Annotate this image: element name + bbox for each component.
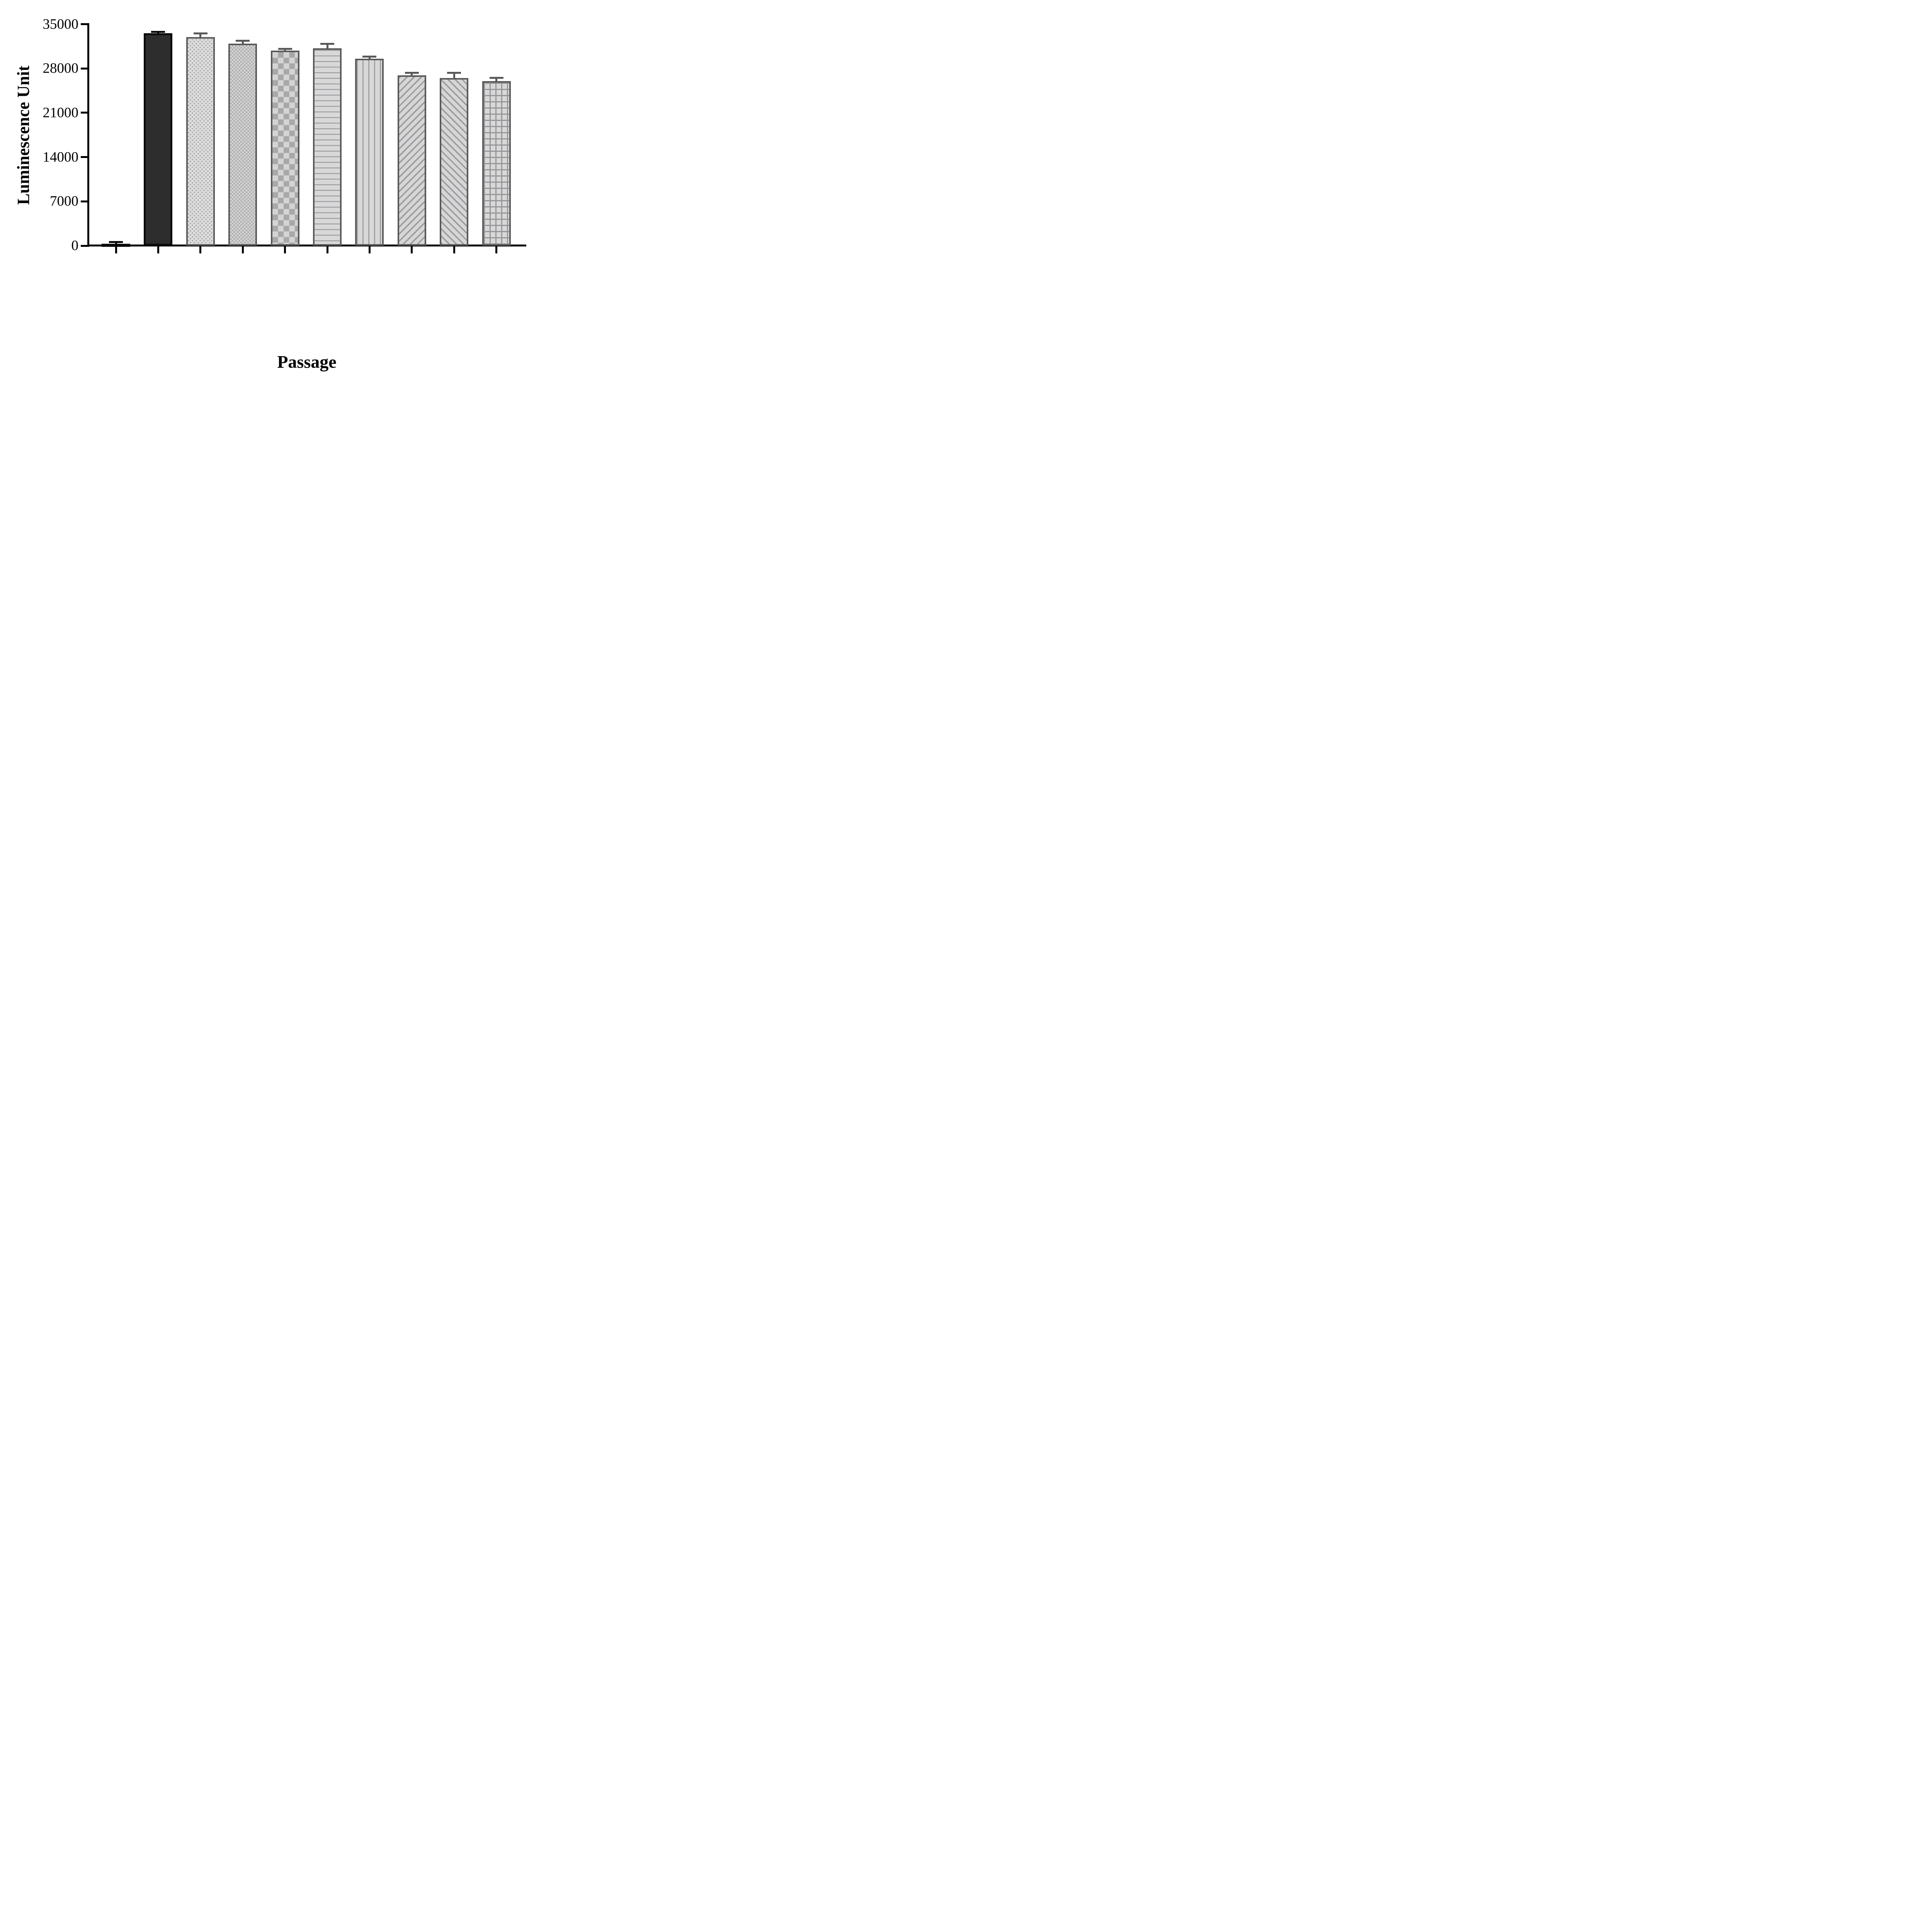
error-bar-stem bbox=[495, 79, 498, 82]
x-axis-tick bbox=[157, 246, 159, 253]
error-bar-stem bbox=[326, 44, 328, 49]
bar bbox=[482, 81, 511, 246]
y-axis-title: Luminescence Unit bbox=[14, 65, 33, 205]
bar bbox=[397, 75, 426, 246]
error-bar-stem bbox=[368, 58, 371, 59]
bar bbox=[186, 37, 215, 246]
error-bar-stem bbox=[453, 74, 455, 79]
y-axis-tick-label: 35000 bbox=[43, 16, 79, 32]
error-bar-cap bbox=[109, 241, 123, 243]
y-axis-tick bbox=[81, 156, 87, 158]
error-bar-cap bbox=[236, 40, 250, 42]
error-bar-cap bbox=[489, 77, 503, 79]
bar bbox=[228, 44, 257, 246]
error-bar-cap bbox=[447, 72, 461, 74]
y-axis-tick bbox=[81, 245, 87, 247]
error-bar-cap bbox=[278, 48, 292, 50]
x-axis-tick bbox=[242, 246, 244, 253]
x-axis-tick bbox=[453, 246, 455, 253]
x-axis-tick bbox=[115, 246, 117, 253]
error-bar-cap bbox=[362, 56, 377, 58]
bar bbox=[144, 33, 173, 246]
bar bbox=[102, 244, 130, 247]
y-axis-tick-label: 21000 bbox=[43, 105, 79, 121]
y-axis-tick-label: 28000 bbox=[43, 60, 79, 76]
error-bar-cap bbox=[320, 42, 334, 45]
y-axis-tick-label: 0 bbox=[71, 238, 79, 254]
x-axis-title: Passage bbox=[277, 352, 337, 372]
x-axis-tick bbox=[326, 246, 328, 253]
error-bar-stem bbox=[411, 74, 413, 76]
y-axis-tick-label: 14000 bbox=[43, 149, 79, 165]
x-axis-tick bbox=[411, 246, 413, 253]
error-bar-stem bbox=[199, 34, 202, 38]
x-axis-tick bbox=[368, 246, 371, 253]
y-axis-tick bbox=[81, 200, 87, 202]
bar bbox=[355, 58, 384, 246]
x-axis-tick bbox=[284, 246, 286, 253]
bar bbox=[313, 48, 342, 246]
error-bar-cap bbox=[405, 72, 419, 74]
bar bbox=[270, 50, 299, 246]
x-axis-tick bbox=[199, 246, 202, 253]
bar bbox=[440, 78, 469, 246]
y-axis-tick bbox=[81, 67, 87, 70]
error-bar-cap bbox=[151, 31, 165, 33]
x-axis-tick bbox=[495, 246, 498, 253]
y-axis-tick-label: 7000 bbox=[50, 193, 78, 209]
y-axis-tick bbox=[81, 112, 87, 114]
error-bar-stem bbox=[242, 42, 244, 45]
y-axis-line bbox=[87, 23, 89, 247]
x-axis-line bbox=[87, 245, 526, 246]
y-axis-tick bbox=[81, 23, 87, 25]
error-bar-cap bbox=[193, 32, 207, 35]
bar-chart-figure: Luminescence Unit Passage 0 7000 14000 2100… bbox=[0, 0, 551, 385]
